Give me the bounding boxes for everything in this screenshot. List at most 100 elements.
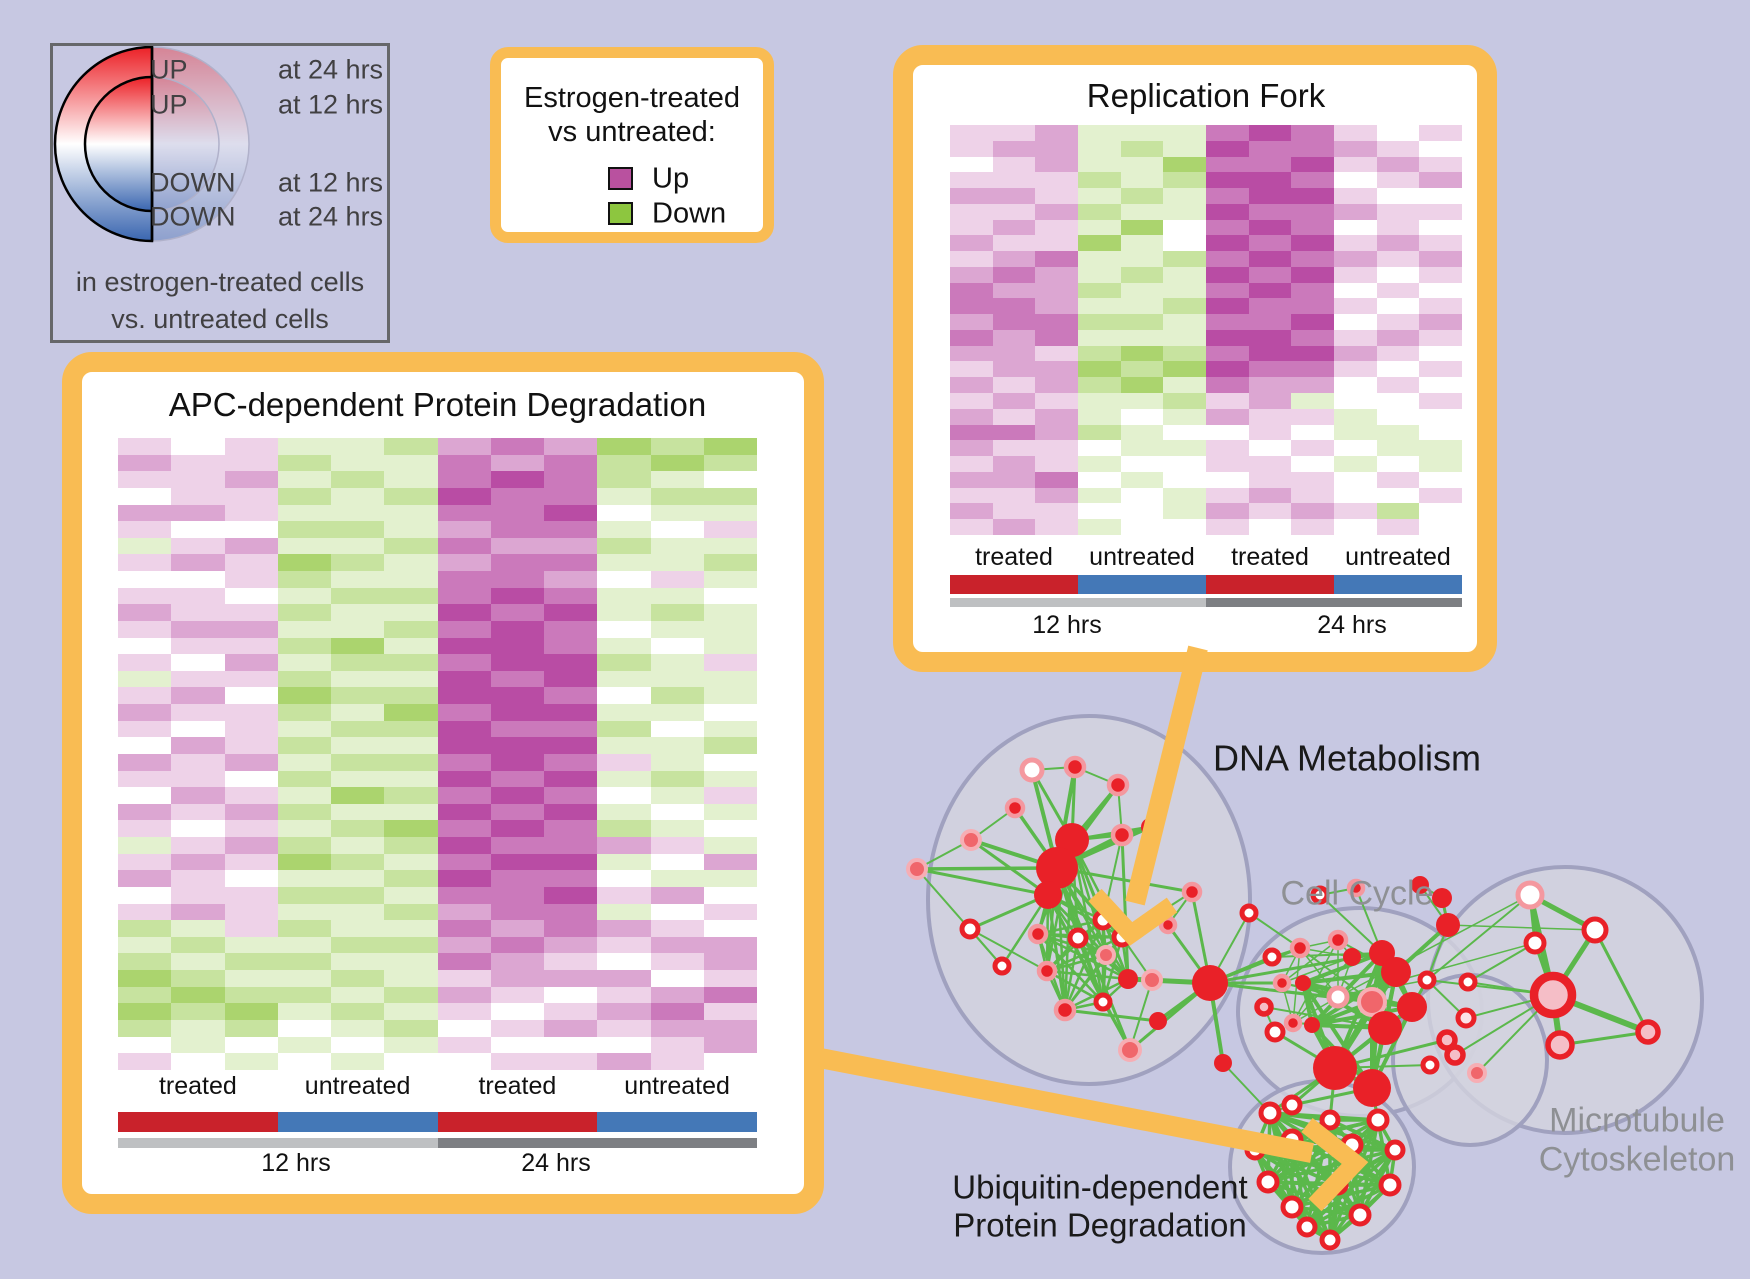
heatmap-cell bbox=[118, 753, 172, 771]
heatmap-cell bbox=[650, 670, 704, 688]
heatmap-cell bbox=[1120, 519, 1164, 535]
heatmap-cell bbox=[650, 803, 704, 821]
network-node bbox=[1141, 969, 1163, 991]
network-edge bbox=[1055, 867, 1108, 956]
heatmap-cell bbox=[1206, 408, 1249, 425]
network-node bbox=[1158, 915, 1178, 935]
heatmap-cell bbox=[437, 487, 491, 505]
heatmap-cell bbox=[384, 936, 438, 954]
heatmap-cell bbox=[490, 454, 544, 472]
network-edge bbox=[1070, 839, 1105, 921]
network-edge bbox=[1046, 894, 1105, 1003]
heatmap-cell bbox=[597, 753, 651, 771]
network-edge bbox=[1046, 937, 1079, 972]
heatmap-cell bbox=[171, 587, 225, 605]
heatmap-cell bbox=[1120, 361, 1164, 378]
heatmap-cell bbox=[277, 753, 331, 771]
heatmap-cell bbox=[277, 504, 331, 522]
heatmap-cell bbox=[1078, 393, 1121, 409]
heatmap-cell bbox=[1248, 329, 1292, 346]
heatmap-cell bbox=[224, 970, 278, 987]
network-edge bbox=[1292, 996, 1339, 1024]
heatmap-cell bbox=[544, 438, 598, 455]
heatmap-cell bbox=[118, 571, 172, 588]
heatmap-cell bbox=[118, 720, 172, 738]
heatmap-cell bbox=[277, 803, 331, 821]
heatmap-cell bbox=[544, 853, 598, 871]
heatmap-cell bbox=[1163, 519, 1207, 535]
cluster-ellipse bbox=[1391, 973, 1549, 1147]
heatmap-cell bbox=[650, 787, 704, 804]
heatmap-cell bbox=[703, 504, 757, 522]
heatmap-cell bbox=[703, 587, 757, 605]
network-node bbox=[1581, 916, 1609, 944]
network-edge bbox=[1528, 894, 1537, 944]
heatmap-cell bbox=[992, 219, 1036, 236]
heatmap-cell bbox=[544, 704, 598, 721]
heatmap-cell bbox=[171, 438, 225, 455]
network-edge bbox=[1046, 894, 1067, 1011]
heatmap-cell bbox=[490, 1003, 544, 1020]
heatmap-cell bbox=[384, 521, 438, 538]
network-node bbox=[1110, 823, 1134, 847]
heatmap-row bbox=[950, 125, 1463, 141]
network-node bbox=[959, 918, 981, 940]
network-edge bbox=[1370, 1087, 1380, 1121]
network-edge bbox=[1263, 1006, 1276, 1033]
heatmap-cell bbox=[437, 504, 491, 522]
heatmap-cell bbox=[1334, 172, 1377, 189]
heatmap-cell bbox=[1206, 377, 1249, 394]
network-edge bbox=[1328, 1067, 1337, 1121]
heatmap-row bbox=[950, 298, 1463, 315]
heatmap-cell bbox=[331, 936, 385, 954]
network-edge bbox=[1269, 1104, 1293, 1114]
heatmap-cell bbox=[171, 803, 225, 821]
network-edge bbox=[1047, 894, 1107, 956]
network-edge bbox=[1305, 1119, 1332, 1228]
ring-row-time: at 24 hrs bbox=[278, 54, 384, 85]
heatmap-cell bbox=[1419, 377, 1463, 394]
network-node bbox=[992, 956, 1012, 976]
network-edge bbox=[1046, 953, 1107, 973]
heatmap-cell bbox=[650, 1003, 704, 1020]
heatmap-cell bbox=[1334, 251, 1377, 267]
heatmap-cell bbox=[1206, 345, 1249, 362]
heatmap-cell bbox=[703, 521, 757, 538]
heatmap-cell bbox=[1163, 266, 1207, 283]
network-edge bbox=[1370, 952, 1384, 1089]
heatmap-cell bbox=[1035, 345, 1079, 362]
network-edge bbox=[1302, 981, 1386, 1030]
network-node bbox=[1280, 1128, 1304, 1152]
heatmap-cell bbox=[992, 503, 1036, 520]
heatmap-cell bbox=[650, 604, 704, 621]
heatmap-cell bbox=[1035, 393, 1079, 409]
network-edge bbox=[1030, 769, 1074, 841]
network-edge bbox=[1328, 1144, 1354, 1241]
heatmap-cell bbox=[277, 438, 331, 455]
heatmap-cell bbox=[437, 1019, 491, 1037]
heatmap-cell bbox=[703, 837, 757, 854]
heatmap-cell bbox=[1035, 172, 1079, 189]
network-edge bbox=[1337, 939, 1397, 973]
heatmap-cell bbox=[384, 903, 438, 921]
heatmap-cell bbox=[1419, 282, 1463, 299]
heatmap-cell bbox=[171, 953, 225, 970]
network-node bbox=[1118, 1038, 1142, 1062]
heatmap-cell bbox=[992, 487, 1036, 504]
heatmap-cell bbox=[597, 521, 651, 538]
network-node bbox=[1348, 1203, 1372, 1227]
network-edge bbox=[1305, 1148, 1397, 1229]
heatmap-cell bbox=[1419, 503, 1463, 520]
heatmap-cell bbox=[992, 172, 1036, 189]
heatmap-cell bbox=[1376, 408, 1420, 425]
heatmap-cell bbox=[1078, 345, 1121, 362]
heatmap-cell bbox=[490, 903, 544, 921]
network-edge bbox=[1070, 839, 1108, 956]
updown-legend-box: Estrogen-treated vs untreated: Up Down bbox=[490, 47, 774, 243]
heatmap-cell bbox=[224, 1053, 278, 1070]
heatmap-cell bbox=[1376, 487, 1420, 504]
heatmap-cell bbox=[1334, 487, 1377, 504]
network-edge bbox=[1101, 919, 1130, 980]
heatmap-cell bbox=[224, 920, 278, 937]
heatmap-cell bbox=[118, 953, 172, 970]
